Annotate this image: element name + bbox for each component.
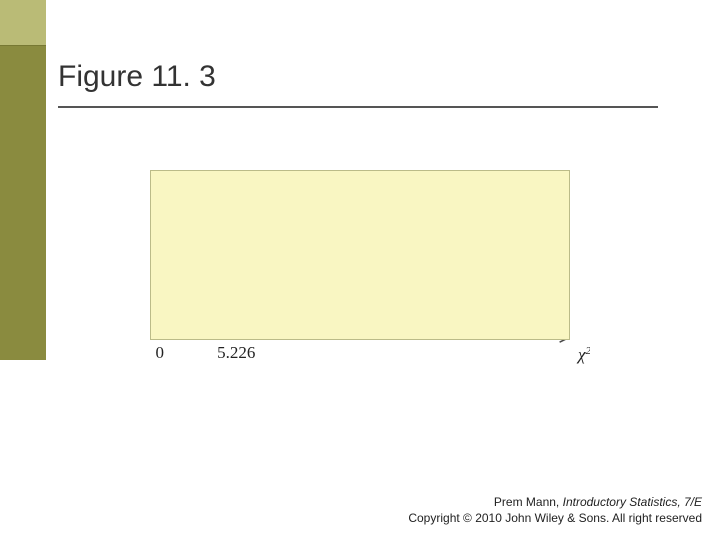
footer-author: Prem Mann,: [494, 495, 563, 509]
footer-line-2: Copyright © 2010 John Wiley & Sons. All …: [408, 510, 702, 526]
x-axis-chi-square-label: χ2: [576, 345, 590, 364]
title-underline: [58, 106, 658, 108]
footer-line-1: Prem Mann, Introductory Statistics, 7/E: [408, 494, 702, 510]
slide-footer: Prem Mann, Introductory Statistics, 7/E …: [408, 494, 702, 526]
figure-title: Figure 11. 3: [58, 60, 216, 94]
critical-value-label: 5.226: [217, 343, 255, 362]
side-stripe: [0, 0, 46, 360]
chart-area-wrapper: 05.226χ2df = 12.05Shaded area = .95: [130, 170, 590, 380]
origin-label: 0: [156, 343, 165, 362]
corner-square: [0, 0, 46, 46]
chart-background-panel: [150, 170, 570, 340]
footer-book-title: Introductory Statistics, 7/E: [563, 495, 702, 509]
